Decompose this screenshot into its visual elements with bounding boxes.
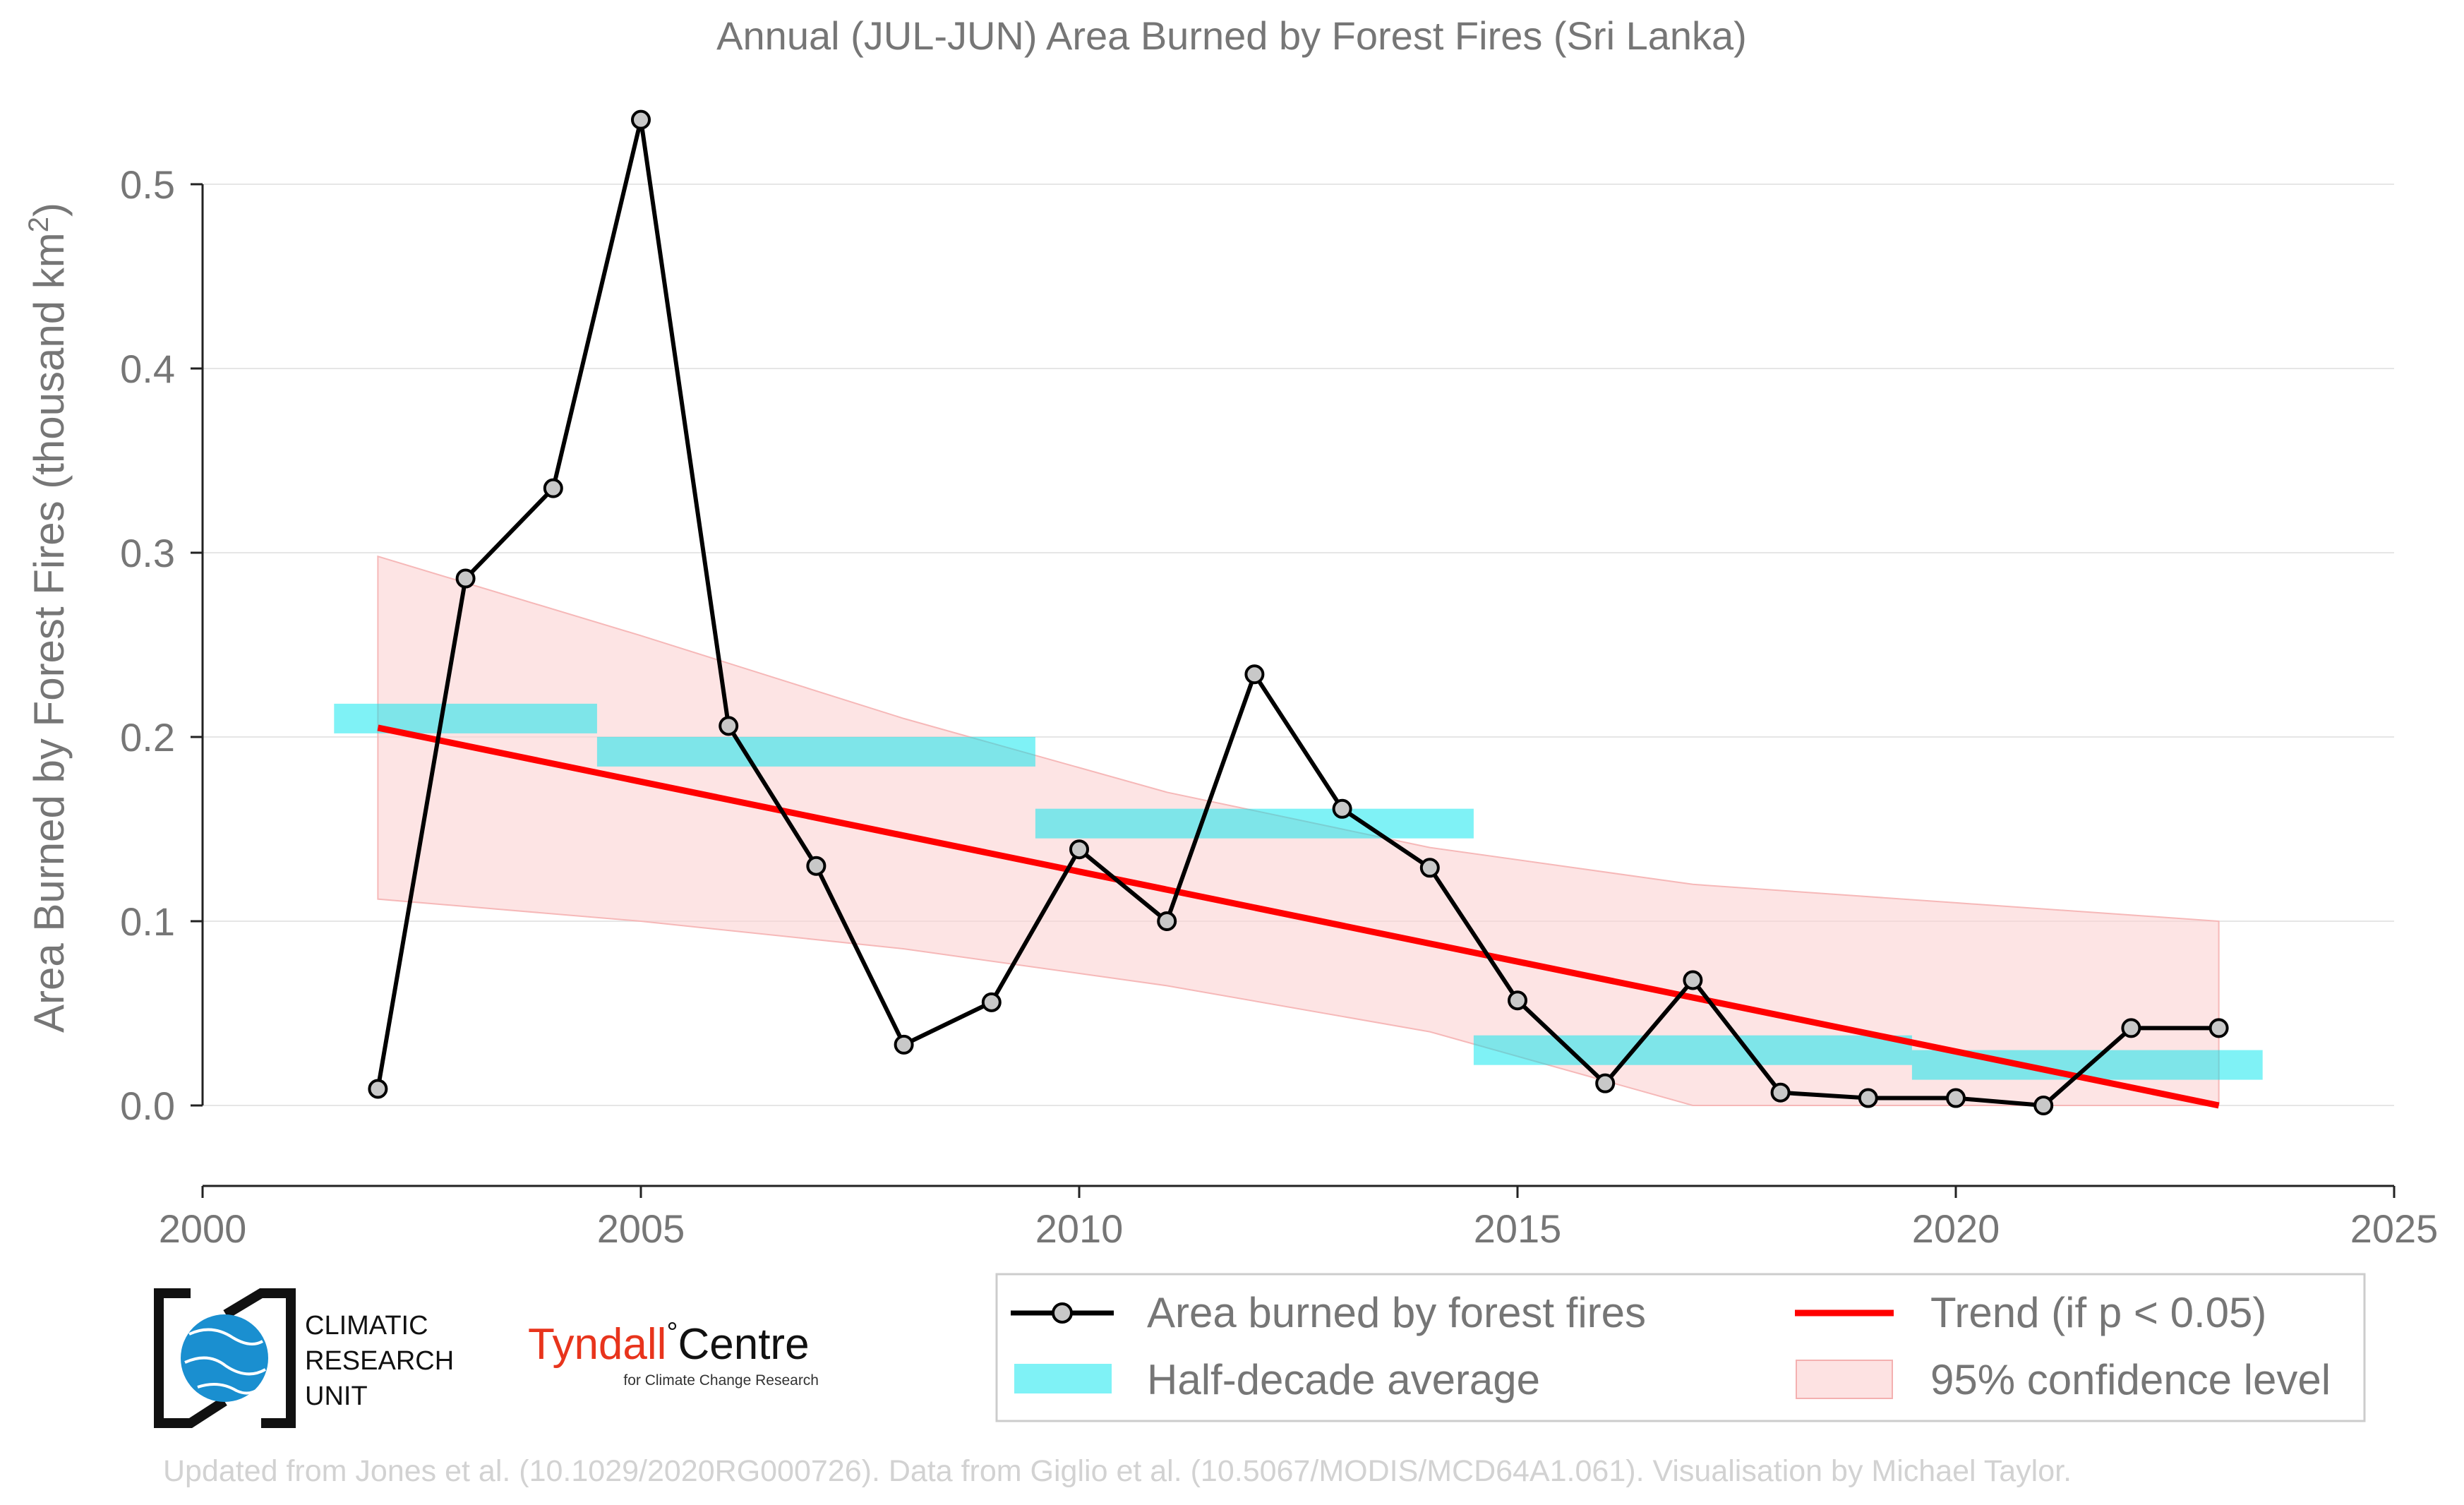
data-point	[455, 568, 476, 589]
legend-swatch-marker	[1052, 1302, 1073, 1324]
data-point	[2208, 1018, 2229, 1038]
data-point	[368, 1079, 388, 1099]
data-point	[1595, 1073, 1616, 1093]
y-axis-label: Area Burned by Forest Fires (thousand km…	[23, 203, 73, 1033]
legend-label-confidence: 95% confidence level	[1930, 1356, 2331, 1403]
x-tick-label: 2020	[1912, 1206, 2000, 1251]
data-point	[981, 992, 1002, 1012]
legend-frame	[995, 1273, 2366, 1422]
legend-swatch-halfdecade	[1014, 1364, 1112, 1393]
y-tick-label: 0.1	[120, 899, 175, 944]
cru-text-line-1: CLIMATIC	[305, 1311, 428, 1341]
globe-contour-1	[188, 1328, 264, 1345]
tyndall-centre: Centre	[678, 1320, 809, 1369]
tyndall-subtitle: for Climate Change Research	[623, 1372, 819, 1389]
legend: Area burned by forest fires Half-decade …	[995, 1273, 2366, 1422]
series-line	[375, 117, 2219, 1108]
data-point	[806, 856, 827, 876]
x-axis: 2000 2005 2010 2015 2020 2025	[159, 1185, 2439, 1251]
y-tick-label: 0.4	[120, 347, 175, 391]
y-tick-label: 0.3	[120, 531, 175, 575]
data-point	[631, 109, 651, 130]
data-point	[1157, 911, 1177, 931]
half-decade-bar	[1473, 1035, 1912, 1065]
cru-logo-bracket-left	[154, 1288, 227, 1428]
globe-contour-3	[197, 1383, 260, 1395]
data-point	[2033, 1096, 2054, 1115]
data-point	[1946, 1088, 1966, 1108]
data-point	[719, 716, 739, 736]
data-point	[894, 1034, 914, 1055]
y-axis: 0.0 0.1 0.2 0.3 0.4 0.5	[120, 162, 204, 1128]
legend-label-trend: Trend (if p < 0.05)	[1930, 1289, 2266, 1336]
trend-layer	[377, 724, 2220, 1109]
tyndall-logo: Tyndall°Centre for Climate Change Resear…	[528, 1317, 819, 1389]
data-point	[1683, 970, 1703, 990]
half-decade-bar	[334, 703, 597, 733]
trend-line	[377, 724, 2220, 1109]
data-point	[1770, 1082, 1791, 1103]
half-decade-bar	[1035, 808, 1474, 839]
footer-credits: Updated from Jones et al. (10.1029/2020R…	[163, 1454, 2072, 1488]
data-point	[1508, 990, 1527, 1011]
legend-label-area: Area burned by forest fires	[1147, 1289, 1646, 1336]
y-tick-label: 0.0	[120, 1084, 175, 1128]
x-tick-label: 2015	[1474, 1206, 1562, 1251]
tyndall-degree: °	[666, 1317, 678, 1348]
globe-contour-2	[184, 1356, 266, 1376]
cru-text-line-3: UNIT	[305, 1381, 368, 1411]
data-point	[1332, 798, 1352, 819]
x-tick-label: 2000	[159, 1206, 247, 1251]
data-point	[543, 478, 563, 498]
data-point	[1858, 1088, 1878, 1108]
cru-logo-bracket-right	[223, 1288, 296, 1428]
y-tick-label: 0.5	[120, 162, 175, 207]
legend-label-halfdecade: Half-decade average	[1147, 1356, 1540, 1403]
cru-logo: CLIMATIC RESEARCH UNIT	[154, 1288, 454, 1428]
y-tick-label: 0.2	[120, 715, 175, 760]
legend-swatch-confidence	[1796, 1360, 1893, 1399]
chart-title: Annual (JUL-JUN) Area Burned by Forest F…	[716, 13, 1747, 58]
data-point	[1244, 664, 1265, 685]
half-decade-layer	[334, 703, 2263, 1080]
globe-icon	[181, 1314, 268, 1402]
y-axis-label-sup: 2	[23, 217, 54, 232]
half-decade-bar	[596, 736, 1035, 767]
series-layer	[368, 109, 2229, 1115]
data-point	[1419, 858, 1440, 878]
cru-text-line-2: RESEARCH	[305, 1346, 454, 1376]
x-tick-label: 2010	[1035, 1206, 1124, 1251]
y-axis-label-end: )	[25, 203, 73, 217]
data-point	[2121, 1018, 2141, 1038]
tyndall-wordmark: Tyndall°Centre	[528, 1317, 810, 1369]
x-tick-label: 2005	[597, 1206, 685, 1251]
tyndall-name: Tyndall	[528, 1320, 666, 1369]
x-tick-label: 2025	[2350, 1206, 2439, 1251]
data-point	[1069, 839, 1089, 860]
